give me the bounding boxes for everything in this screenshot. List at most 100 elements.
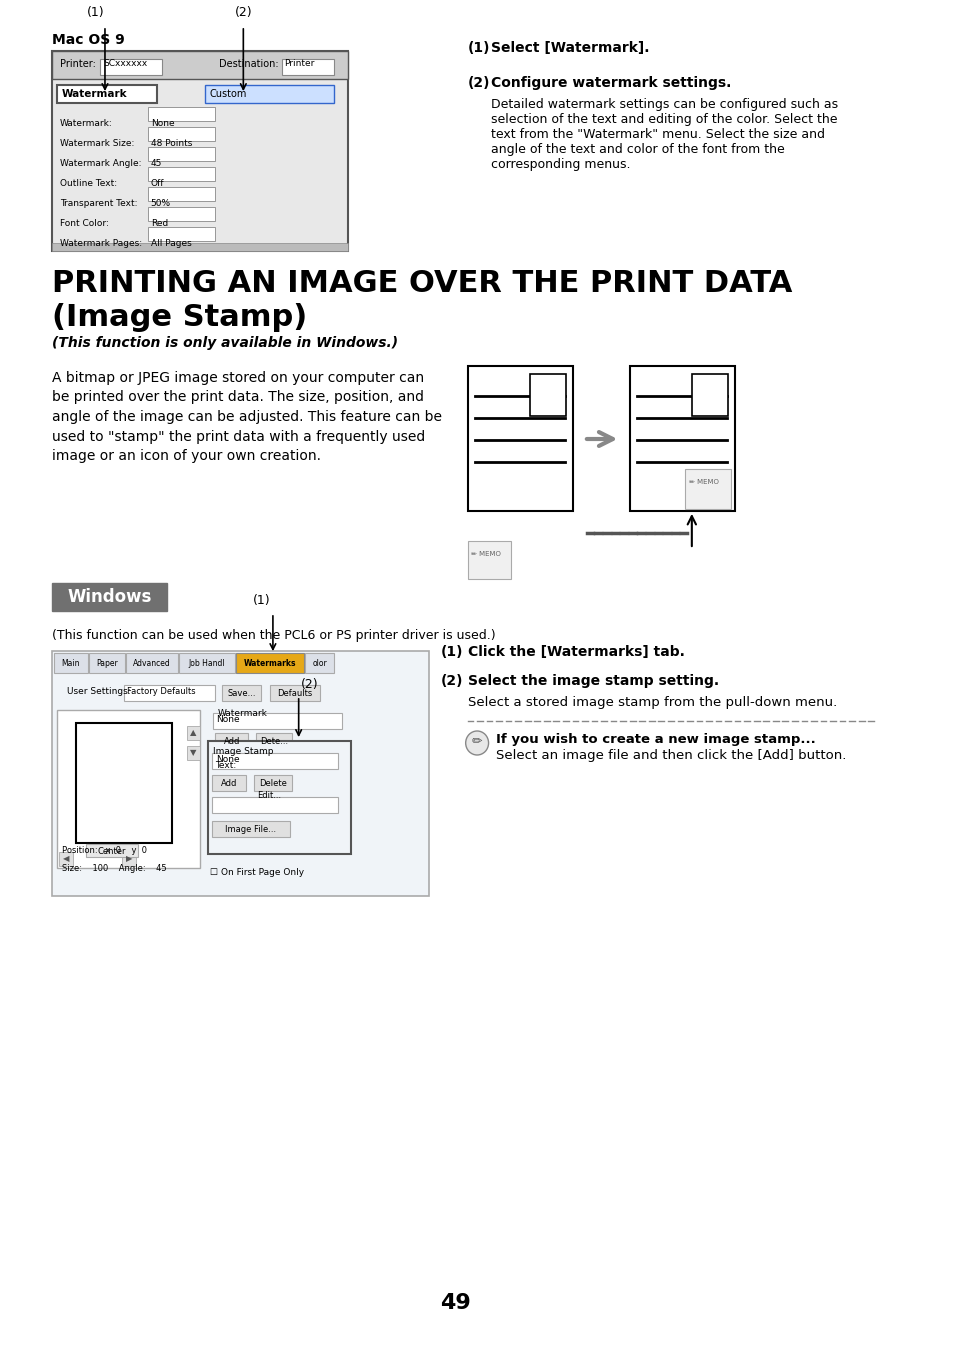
Text: Configure watermark settings.: Configure watermark settings.: [491, 76, 731, 91]
Text: Detailed watermark settings can be configured such as
selection of the text and : Detailed watermark settings can be confi…: [491, 99, 838, 172]
Text: None: None: [151, 119, 174, 128]
FancyBboxPatch shape: [629, 366, 734, 511]
Text: (2): (2): [234, 5, 252, 19]
FancyBboxPatch shape: [212, 797, 337, 813]
FancyBboxPatch shape: [208, 740, 351, 854]
Text: Click the [Watermarks] tab.: Click the [Watermarks] tab.: [467, 644, 683, 659]
FancyBboxPatch shape: [148, 207, 214, 222]
FancyBboxPatch shape: [684, 469, 730, 509]
Text: Edit...: Edit...: [256, 792, 281, 801]
Text: (This function is only available in Windows.): (This function is only available in Wind…: [52, 336, 398, 350]
Text: Image Stamp: Image Stamp: [213, 747, 273, 757]
FancyBboxPatch shape: [124, 685, 214, 701]
Text: Image File...: Image File...: [225, 824, 276, 834]
Text: Select an image file and then click the [Add] button.: Select an image file and then click the …: [496, 748, 845, 762]
Text: ◀: ◀: [63, 854, 69, 863]
Text: Center: Center: [97, 847, 126, 855]
Text: ✏ MEMO: ✏ MEMO: [688, 480, 719, 485]
Text: PRINTING AN IMAGE OVER THE PRINT DATA: PRINTING AN IMAGE OVER THE PRINT DATA: [52, 269, 792, 299]
Text: Paper: Paper: [96, 658, 117, 667]
FancyBboxPatch shape: [148, 168, 214, 181]
FancyBboxPatch shape: [52, 243, 348, 251]
Text: If you wish to create a new image stamp...: If you wish to create a new image stamp.…: [496, 734, 815, 746]
Text: Watermarks: Watermarks: [244, 658, 296, 667]
Text: A bitmap or JPEG image stored on your computer can
be printed over the print dat: A bitmap or JPEG image stored on your co…: [52, 372, 442, 463]
Text: ▼: ▼: [191, 748, 196, 758]
FancyBboxPatch shape: [52, 584, 167, 611]
Text: (1): (1): [87, 5, 104, 19]
Text: 50%: 50%: [151, 199, 171, 208]
Text: Custom: Custom: [210, 89, 247, 99]
FancyBboxPatch shape: [529, 374, 565, 416]
Text: Save...: Save...: [227, 689, 255, 697]
Text: Main: Main: [61, 658, 80, 667]
Text: Mac OS 9: Mac OS 9: [52, 32, 125, 47]
FancyBboxPatch shape: [249, 789, 289, 804]
FancyBboxPatch shape: [86, 844, 138, 857]
Text: Watermark: Watermark: [217, 709, 267, 717]
Text: Defaults: Defaults: [277, 689, 313, 697]
FancyBboxPatch shape: [187, 746, 200, 761]
FancyBboxPatch shape: [255, 734, 292, 748]
Text: User Settings:: User Settings:: [67, 688, 131, 696]
FancyBboxPatch shape: [222, 685, 260, 701]
Text: ▶: ▶: [126, 854, 132, 863]
FancyBboxPatch shape: [59, 852, 72, 866]
FancyBboxPatch shape: [100, 59, 162, 76]
FancyBboxPatch shape: [270, 685, 319, 701]
Text: olor: olor: [312, 658, 327, 667]
Text: SCxxxxxx: SCxxxxxx: [103, 59, 147, 68]
FancyBboxPatch shape: [212, 753, 337, 769]
Text: Select [Watermark].: Select [Watermark].: [491, 41, 649, 55]
FancyBboxPatch shape: [148, 227, 214, 240]
Text: Size:    100    Angle:    45: Size: 100 Angle: 45: [62, 865, 167, 873]
Text: (2): (2): [440, 674, 463, 688]
FancyBboxPatch shape: [57, 711, 200, 867]
Text: Watermark: Watermark: [62, 89, 128, 99]
FancyBboxPatch shape: [235, 653, 304, 673]
Text: 48 Points: 48 Points: [151, 139, 192, 149]
FancyBboxPatch shape: [122, 852, 135, 866]
FancyBboxPatch shape: [281, 59, 334, 76]
Text: Select the image stamp setting.: Select the image stamp setting.: [467, 674, 718, 688]
FancyBboxPatch shape: [126, 653, 178, 673]
FancyBboxPatch shape: [213, 713, 341, 730]
FancyBboxPatch shape: [148, 107, 214, 122]
Text: Red: Red: [151, 219, 168, 228]
Text: Transparent Text:: Transparent Text:: [60, 199, 137, 208]
FancyBboxPatch shape: [54, 653, 88, 673]
Text: ☐ On First Page Only: ☐ On First Page Only: [210, 867, 304, 877]
Text: Dete...: Dete...: [259, 736, 288, 746]
FancyBboxPatch shape: [467, 540, 510, 580]
FancyBboxPatch shape: [52, 651, 429, 896]
FancyBboxPatch shape: [76, 723, 172, 843]
FancyBboxPatch shape: [52, 51, 348, 251]
FancyBboxPatch shape: [205, 85, 334, 103]
Text: Watermark Size:: Watermark Size:: [60, 139, 134, 149]
Text: (Image Stamp): (Image Stamp): [52, 303, 308, 332]
Text: Factory Defaults: Factory Defaults: [127, 688, 195, 696]
FancyBboxPatch shape: [214, 734, 248, 748]
Text: Text:: Text:: [214, 761, 235, 770]
FancyBboxPatch shape: [187, 725, 200, 740]
Text: (1): (1): [253, 594, 270, 607]
Text: Position:   x  0    y  0: Position: x 0 y 0: [62, 846, 147, 855]
FancyBboxPatch shape: [212, 775, 246, 790]
Text: Outline Text:: Outline Text:: [60, 178, 117, 188]
Text: Watermark:: Watermark:: [60, 119, 112, 128]
Text: None: None: [216, 715, 240, 724]
Text: Advanced: Advanced: [132, 658, 171, 667]
Text: (1): (1): [440, 644, 463, 659]
FancyBboxPatch shape: [253, 775, 292, 790]
FancyBboxPatch shape: [52, 51, 348, 78]
Text: Windows: Windows: [68, 588, 152, 607]
Text: None: None: [215, 755, 239, 765]
FancyBboxPatch shape: [305, 653, 334, 673]
Text: ✏ MEMO: ✏ MEMO: [471, 551, 500, 557]
FancyBboxPatch shape: [212, 821, 290, 838]
Text: (2): (2): [467, 76, 490, 91]
Text: (1): (1): [467, 41, 490, 55]
FancyBboxPatch shape: [148, 186, 214, 201]
Text: Delete: Delete: [258, 778, 287, 788]
Text: ▲: ▲: [191, 728, 196, 738]
